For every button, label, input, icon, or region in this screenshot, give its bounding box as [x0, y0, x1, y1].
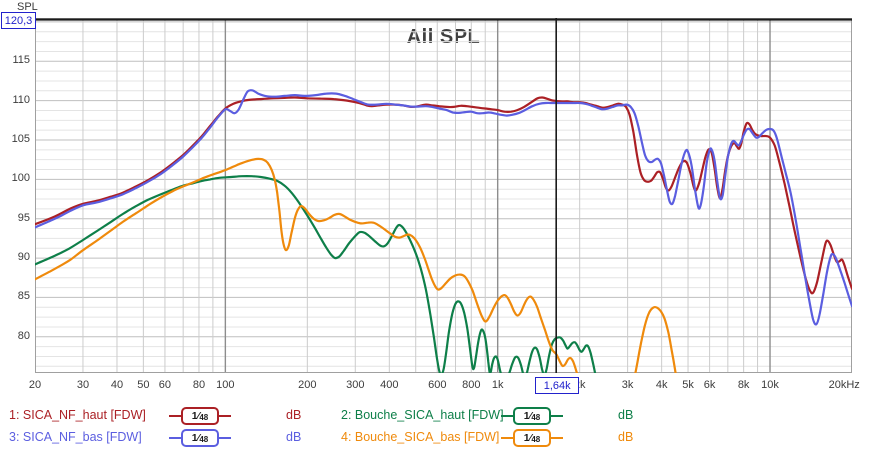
smoothing-box[interactable]: 1⁄ 48: [181, 407, 219, 425]
plot-area[interactable]: [35, 18, 852, 373]
legend-swatch: 1⁄ 48: [169, 406, 231, 426]
smoothing-box[interactable]: 1⁄ 48: [181, 429, 219, 447]
legend-entry[interactable]: 4: Bouche_SICA_bas [FDW] 1⁄ 48 dB: [336, 428, 666, 448]
x-tick-label: 400: [380, 379, 399, 391]
trace-bouche-sica-haut-fdw-[interactable]: [35, 175, 600, 373]
x-tick-label: 6k: [703, 379, 716, 391]
x-tick-label: 8k: [737, 379, 750, 391]
trace-bouche-sica-bas-fdw-[interactable]: [35, 157, 679, 373]
legend-unit: dB: [618, 408, 634, 422]
y-tick-label: 100: [11, 172, 30, 185]
x-tick-label: 50: [137, 379, 150, 391]
smoothing-fraction-numerator: 1⁄: [523, 409, 532, 422]
y-tick-label: 110: [12, 93, 30, 106]
smoothing-box[interactable]: 1⁄ 48: [513, 429, 551, 447]
x-tick-label: 3k: [621, 379, 634, 391]
y-axis-title: SPL: [17, 1, 38, 13]
smoothing-fraction-numerator: 1⁄: [191, 431, 200, 444]
smoothing-fraction-denominator: 48: [199, 434, 209, 444]
x-tick-label: 300: [346, 379, 365, 391]
x-tick-label: 600: [428, 379, 447, 391]
x-tick-label: 60: [158, 379, 172, 391]
y-tick-label: 105: [11, 133, 30, 145]
legend: 1: SICA_NF_haut [FDW] 1⁄ 48 dB 2: Bouche_SIC…: [0, 404, 869, 449]
legend-entry-label: 4: Bouche_SICA_bas [FDW]: [341, 430, 500, 444]
x-tick-label: 2k: [573, 379, 586, 391]
legend-entry-label: 1: SICA_NF_haut [FDW]: [9, 408, 146, 422]
x-tick-label: 5k: [682, 379, 694, 391]
smoothing-box[interactable]: 1⁄ 48: [513, 407, 551, 425]
legend-unit: dB: [618, 430, 634, 444]
trace-sica-nf-haut-fdw-[interactable]: [35, 96, 852, 295]
smoothing-fraction-denominator: 48: [531, 434, 541, 444]
x-tick-label: 10k: [761, 379, 779, 391]
x-tick-label: 100: [216, 379, 235, 391]
x-tick-label: 20: [28, 379, 42, 391]
legend-unit: dB: [286, 408, 302, 422]
x-tick-label: 1k: [491, 379, 504, 391]
x-tick-label: 80: [192, 379, 206, 391]
y-tick-label: 115: [12, 54, 30, 67]
x-tick-label: 4k: [655, 379, 668, 391]
x-tick-label: 40: [110, 379, 124, 391]
smoothing-fraction-numerator: 1⁄: [191, 409, 200, 422]
y-tick-label: 85: [17, 290, 30, 303]
legend-entry[interactable]: 3: SICA_NF_bas [FDW] 1⁄ 48 dB: [4, 428, 334, 448]
x-tick-label: 30: [76, 379, 90, 391]
legend-entry[interactable]: 1: SICA_NF_haut [FDW] 1⁄ 48 dB: [4, 406, 334, 426]
y-tick-label: 90: [17, 251, 30, 264]
smoothing-fraction-denominator: 48: [199, 412, 209, 422]
legend-unit: dB: [286, 430, 302, 444]
x-tick-label: 20kHz: [828, 379, 860, 391]
legend-swatch: 1⁄ 48: [501, 428, 563, 448]
cursor-spl-readout: 120,3: [1, 12, 36, 30]
y-tick-label: 80: [17, 329, 30, 342]
smoothing-fraction-numerator: 1⁄: [523, 431, 532, 444]
trace-sica-nf-bas-fdw-[interactable]: [35, 89, 852, 326]
legend-swatch: 1⁄ 48: [501, 406, 563, 426]
smoothing-fraction-denominator: 48: [531, 412, 541, 422]
x-tick-label: 200: [298, 379, 317, 391]
cursor-frequency-readout: 1,64k: [535, 377, 580, 394]
y-tick-label: 95: [17, 211, 30, 224]
legend-entry-label: 3: SICA_NF_bas [FDW]: [9, 430, 142, 444]
legend-swatch: 1⁄ 48: [169, 428, 231, 448]
legend-entry-label: 2: Bouche_SICA_haut [FDW]: [341, 408, 504, 422]
x-tick-label: 800: [462, 379, 481, 391]
legend-entry[interactable]: 2: Bouche_SICA_haut [FDW] 1⁄ 48 dB: [336, 406, 666, 426]
